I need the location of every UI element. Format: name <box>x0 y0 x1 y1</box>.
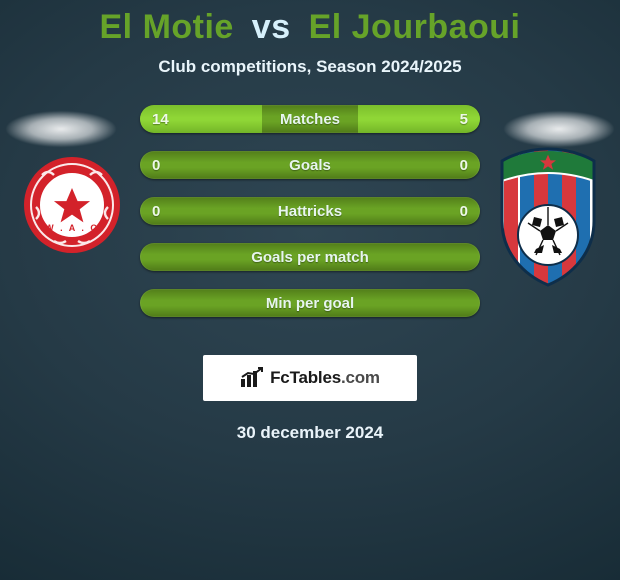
club-crest-left: W . A . C <box>22 155 122 255</box>
subtitle: Club competitions, Season 2024/2025 <box>0 57 620 77</box>
page-title: El Motie vs El Jourbaoui <box>0 0 620 47</box>
bar-label: Matches <box>140 105 480 133</box>
bar-label: Hattricks <box>140 197 480 225</box>
player-halo-right <box>504 111 614 147</box>
bar-label: Min per goal <box>140 289 480 317</box>
brand-suffix: .com <box>341 368 380 387</box>
title-player2: El Jourbaoui <box>309 8 521 46</box>
title-player1: El Motie <box>100 8 234 46</box>
bar-min-per-goal: Min per goal <box>140 289 480 317</box>
content-root: El Motie vs El Jourbaoui Club competitio… <box>0 0 620 580</box>
date-text: 30 december 2024 <box>0 423 620 443</box>
player-halo-left <box>6 111 116 147</box>
comparison-area: W . A . C <box>0 105 620 335</box>
bar-goals: 0 Goals 0 <box>140 151 480 179</box>
bar-value-right: 0 <box>460 197 468 225</box>
branding-box: FcTables.com <box>203 355 417 401</box>
bar-hattricks: 0 Hattricks 0 <box>140 197 480 225</box>
bar-matches: 14 Matches 5 <box>140 105 480 133</box>
title-vs: vs <box>252 8 291 46</box>
bar-label: Goals <box>140 151 480 179</box>
chart-icon <box>240 367 264 389</box>
svg-text:W . A . C: W . A . C <box>45 223 99 233</box>
club-crest-right <box>498 147 598 287</box>
bar-value-right: 5 <box>460 105 468 133</box>
bar-label: Goals per match <box>140 243 480 271</box>
bar-value-right: 0 <box>460 151 468 179</box>
bar-goals-per-match: Goals per match <box>140 243 480 271</box>
brand-text: FcTables.com <box>270 368 380 388</box>
comparison-bars: 14 Matches 5 0 Goals 0 0 Hattricks 0 <box>140 105 480 317</box>
brand-name: FcTables <box>270 368 341 387</box>
